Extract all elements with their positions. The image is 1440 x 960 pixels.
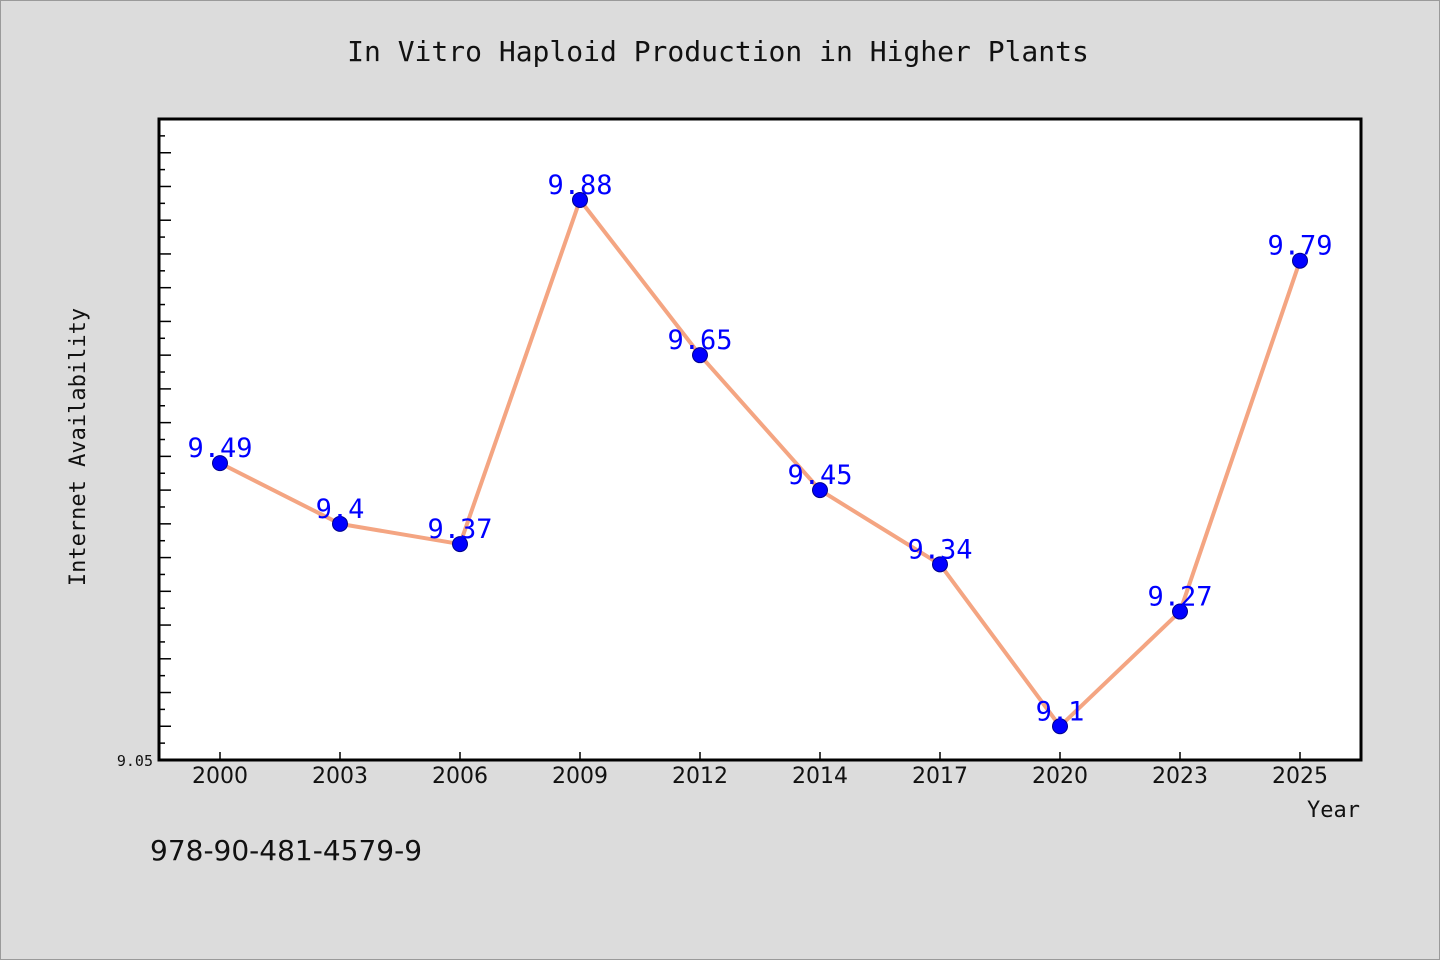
- y-tick-label: 9.05: [117, 752, 153, 770]
- x-tick-label: 2025: [1272, 764, 1328, 789]
- data-label: 9.45: [787, 460, 852, 491]
- data-label: 9.88: [547, 170, 612, 201]
- x-tick-label: 2014: [792, 764, 848, 789]
- data-points: [212, 191, 1308, 735]
- data-label: 9.79: [1267, 231, 1332, 262]
- y-axis-label: Internet Availability: [66, 308, 91, 586]
- series-line: [218, 197, 1302, 729]
- x-tick-label: 2000: [192, 764, 248, 789]
- data-label: 9.65: [667, 325, 732, 356]
- series-polyline: [218, 197, 1302, 729]
- data-point: [452, 536, 468, 553]
- y-axis-tick-labels: 9.05: [117, 752, 153, 770]
- data-point: [812, 482, 828, 499]
- data-label: 9.4: [316, 494, 365, 525]
- data-label: 9.27: [1147, 582, 1212, 613]
- x-tick-label: 2020: [1032, 764, 1088, 789]
- x-tick-label: 2006: [432, 764, 488, 789]
- data-point: [692, 347, 708, 364]
- data-point: [332, 515, 348, 532]
- data-point: [212, 455, 228, 472]
- x-tick-label: 2023: [1152, 764, 1208, 789]
- isbn-text: 978-90-481-4579-9: [150, 834, 423, 867]
- plot-area: [157, 117, 1363, 762]
- data-label: 9.49: [187, 433, 252, 464]
- data-label: 9.1: [1036, 696, 1085, 727]
- x-tick-label: 2003: [312, 764, 368, 789]
- data-point: [932, 556, 948, 573]
- x-tick-label: 2017: [912, 764, 968, 789]
- data-point: [572, 191, 588, 208]
- y-axis-ticks: [159, 135, 171, 761]
- data-point: [1292, 252, 1308, 269]
- x-axis-tick-labels: 2000 2003 2006 2009 2012 2014 2017 2020 2023 2025: [192, 764, 1328, 789]
- x-axis-ticks: [219, 752, 1301, 760]
- data-labels: 9.49 9.4 9.37 9.88 9.65 9.45 9.34 9.1 9.27 9.79: [187, 170, 1332, 727]
- data-label: 9.37: [427, 514, 492, 545]
- x-tick-label: 2009: [552, 764, 608, 789]
- chart-title: In Vitro Haploid Production in Higher Pl…: [347, 35, 1089, 68]
- data-label: 9.34: [907, 534, 972, 565]
- x-axis-label: Year: [1307, 798, 1360, 823]
- data-point: [1052, 718, 1068, 735]
- x-tick-label: 2012: [672, 764, 728, 789]
- data-point: [1172, 603, 1188, 620]
